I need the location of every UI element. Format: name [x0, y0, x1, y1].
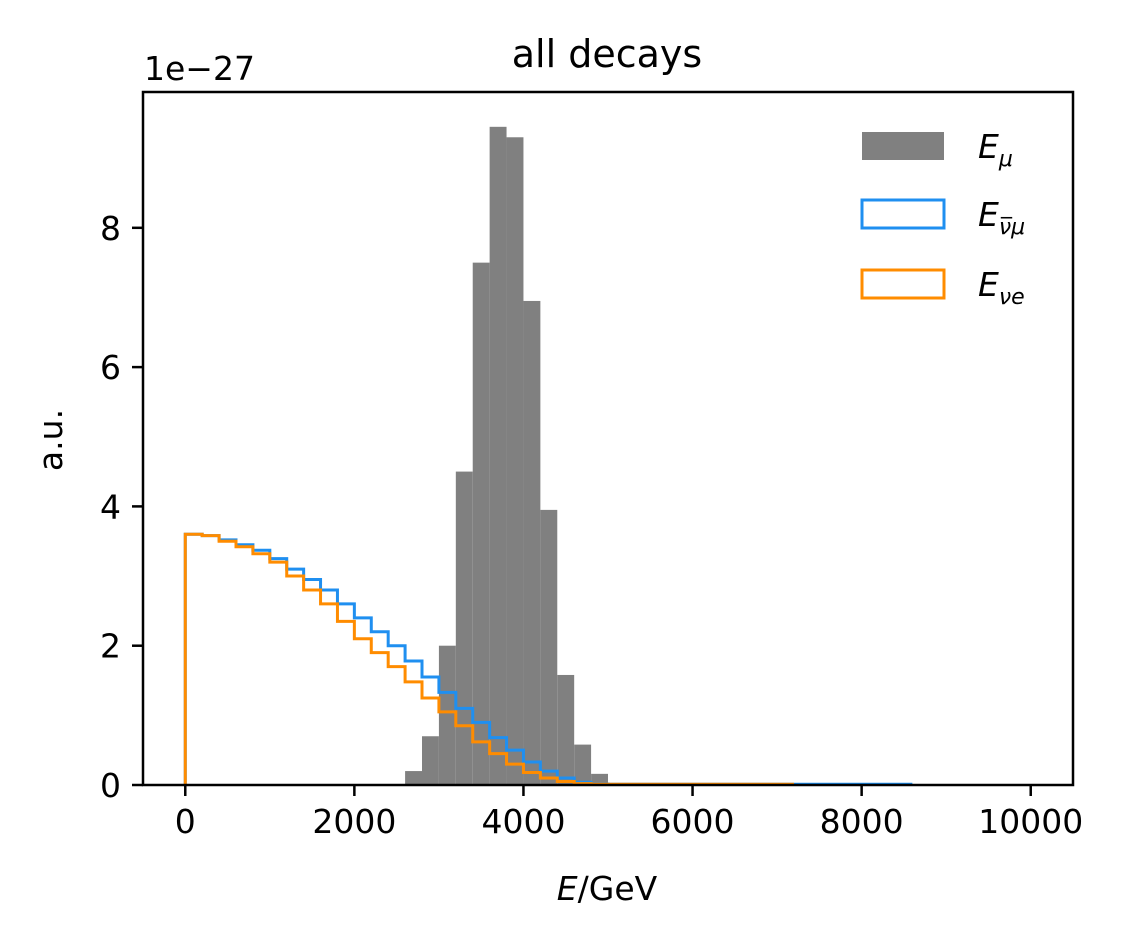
x-tick-label: 8000 — [820, 802, 904, 841]
x-tick-label: 0 — [175, 802, 196, 841]
chart-title: all decays — [512, 32, 702, 76]
y-tick-label: 8 — [100, 209, 121, 248]
histogram-bar-mu — [540, 509, 558, 785]
x-tick-label: 4000 — [481, 802, 565, 841]
y-tick-label: 4 — [100, 487, 121, 526]
x-tick-label: 2000 — [312, 802, 396, 841]
histogram-bar-mu — [557, 674, 575, 785]
legend: Eμ Eν̅μ Eνe — [860, 127, 1025, 310]
histogram-bar-mu — [455, 471, 473, 785]
histogram-bar-mu — [523, 300, 541, 785]
histogram-bar-mu — [506, 137, 524, 785]
legend-swatch-nue — [860, 268, 946, 300]
histogram-bar-mu — [438, 645, 456, 785]
histogram-bar-mu — [591, 773, 608, 785]
histogram-bar-mu — [489, 126, 507, 785]
x-axis-label: E/GeV — [557, 869, 658, 908]
x-tick-label: 6000 — [651, 802, 735, 841]
y-tick-label: 0 — [100, 766, 121, 805]
y-tick-label: 2 — [100, 627, 121, 666]
y-axis-label: a.u. — [31, 409, 70, 471]
plot-frame — [141, 90, 1075, 787]
x-axis-label-symbol: E — [557, 869, 578, 908]
x-axis-label-unit: /GeV — [578, 869, 658, 908]
legend-label-nue: Eνe — [978, 265, 1025, 310]
legend-label-mu: Eμ — [978, 127, 1013, 172]
histogram-bar-mu — [405, 771, 422, 785]
histogram-bar-mu — [574, 744, 592, 785]
histogram-bar-mu — [422, 736, 439, 785]
legend-label-numubar: Eν̅μ — [978, 195, 1025, 240]
y-tick-label: 6 — [100, 348, 121, 387]
x-tick-label: 10000 — [978, 802, 1083, 841]
legend-swatch-mu — [862, 132, 944, 160]
histogram-bar-mu — [472, 262, 490, 785]
y-axis-offset-text: 1e−27 — [144, 49, 255, 88]
legend-swatch-numubar — [860, 198, 946, 230]
